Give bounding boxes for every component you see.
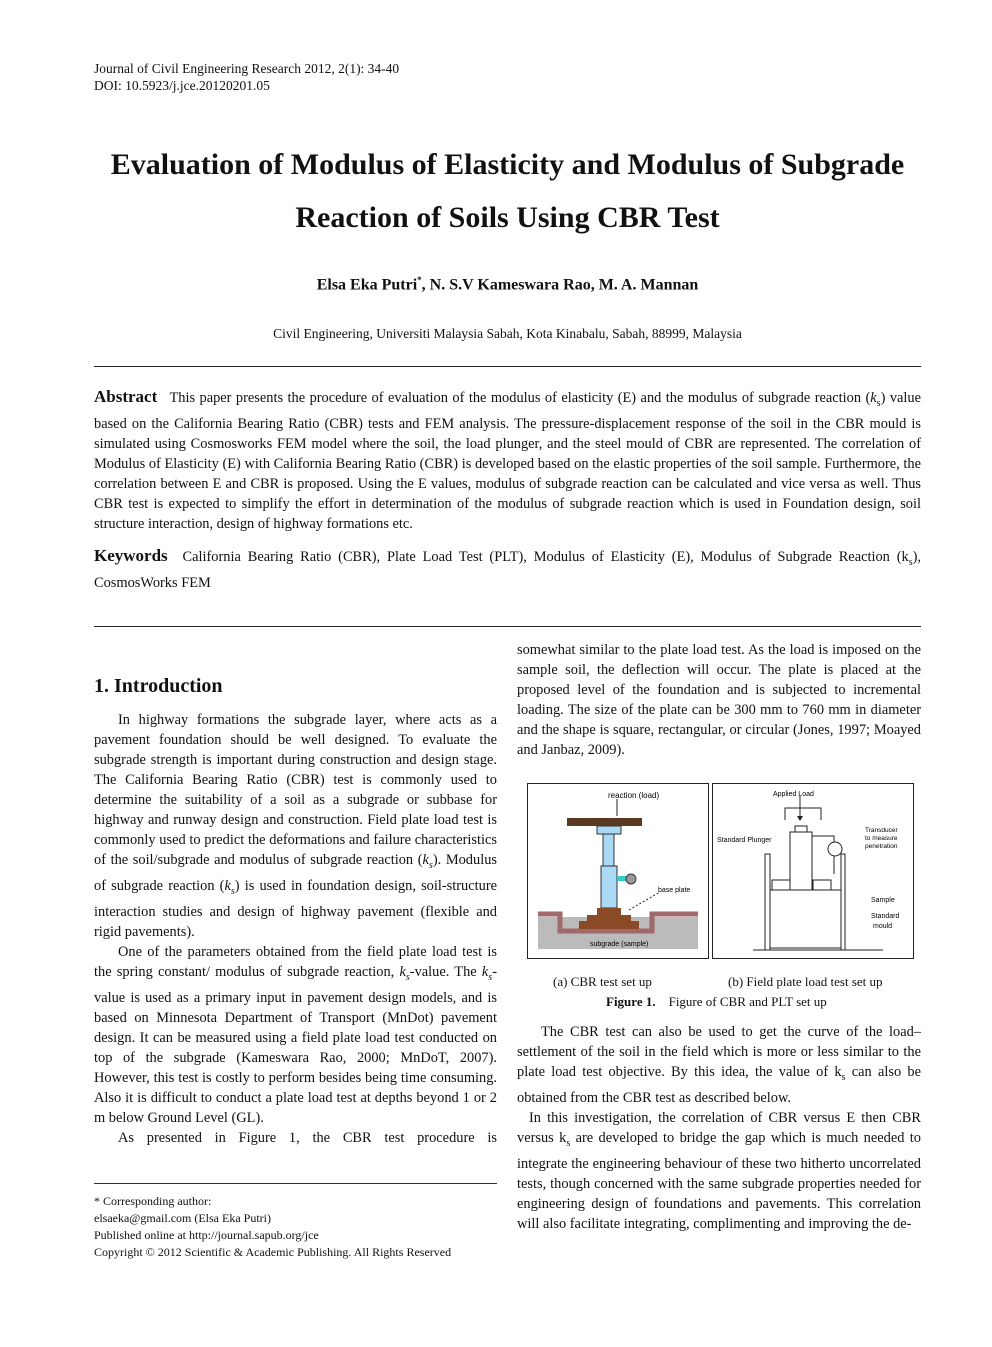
text-run: s [488,971,493,983]
keywords-label: Keywords [94,545,168,565]
text-run: ) value based on the California Bearing … [94,390,921,532]
label-transducer: Transducer [865,827,898,834]
text-run: California Bearing Ratio (CBR), Plate Lo… [182,548,909,565]
doi: DOI: 10.5923/j.jce.20120201.05 [94,78,270,93]
label-mould: Standard [871,913,900,920]
text-run: As presented in Figure 1, the CBR test p… [118,1129,497,1146]
paragraph: As presented in Figure 1, the CBR test p… [94,1128,497,1148]
paragraph: In highway formations the subgrade layer… [94,710,497,942]
journal-header: Journal of Civil Engineering Research 20… [94,60,399,94]
corresponding-mark: * [417,275,422,285]
text-run: s [908,556,913,568]
left-column: 1. Introduction In highway formations th… [94,676,497,1148]
footnote-email[interactable]: elsaeka@gmail.com (Elsa Eka Putri) [94,1211,271,1225]
paragraph: somewhat similar to the plate load test.… [517,640,921,760]
text-run: s [841,1071,846,1083]
subcaption-b: (b) Field plate load test set up [728,974,883,989]
text-run: ). Modulus of subgrade reaction ( [94,852,497,894]
figure-1: reaction (load) base plate subgrade (sam… [527,783,919,961]
paper-title: Evaluation of Modulus of Elasticity and … [110,148,905,234]
authors: Elsa Eka Putri*, N. S.V Kameswara Rao, M… [0,275,992,294]
author-rest: , N. S.V Kameswara Rao, M. A. Mannan [421,276,699,294]
text-run: This paper presents the procedure of eva… [169,390,871,406]
cbr-setup-drawing: reaction (load) base plate subgrade (sam… [538,791,698,949]
text-run: k [481,963,489,980]
text-run: In this investigation, the correlation o… [517,1109,921,1146]
divider [94,366,921,367]
section-heading: 1. Introduction [94,675,223,697]
label-applied-load: Applied Load [773,791,814,798]
label-subgrade: subgrade (sample) [590,941,648,948]
footnote-copyright: Copyright © 2012 Scientific & Academic P… [94,1245,452,1259]
figure-cbr-setup: reaction (load) base plate subgrade (sam… [527,783,709,959]
label-plate: base plate [658,887,690,894]
text-run: k [224,877,231,894]
text-run: are developed to bridge the gap which is… [517,1129,921,1232]
label-plunger: Standard Plunger [717,837,772,844]
keywords: Keywords California Bearing Ratio (CBR),… [94,546,921,593]
text-run: s [566,1137,571,1149]
label-transducer: penetration [865,843,898,850]
journal-citation: Journal of Civil Engineering Research 20… [94,61,400,76]
text-run: k [870,390,877,406]
subcaption-a: (a) CBR test set up [553,974,652,989]
text-run: ), CosmosWorks FEM [94,548,921,591]
label-sample: Sample [871,897,895,904]
footnote-line: * Corresponding author: [94,1194,212,1208]
footnote: * Corresponding author: elsaeka@gmail.co… [94,1193,451,1261]
text-run: One of the parameters obtained from the … [94,943,497,980]
text-run: can also be obtained from the CBR test a… [517,1064,922,1106]
text-run: ) is used in foundation design, soil-str… [94,877,497,940]
label-reaction: reaction (load) [608,791,659,800]
text-run: s [230,885,235,897]
text-run: In highway formations the subgrade layer… [94,712,497,868]
label-mould: mould [873,923,892,930]
right-column-lower: The CBR test can also be used to get the… [517,1022,921,1234]
footnote-rule [94,1183,497,1184]
divider [94,626,921,627]
text-run: s [428,859,433,871]
figure-caption-text: Figure of CBR and PLT set up [668,994,827,1009]
right-column: somewhat similar to the plate load test.… [517,640,921,760]
paragraph: The CBR test can also be used to get the… [517,1022,921,1108]
footnote-line: Published online at http://journal.sapub… [94,1228,319,1242]
affiliation: Civil Engineering, Universiti Malaysia S… [273,326,742,341]
abstract-label: Abstract [94,387,158,406]
figure-plt-setup: Applied Load Standard Plunger Transducer… [712,783,914,959]
text-run: The CBR test can also be used to get the… [517,1024,921,1080]
author-first: Elsa Eka Putri [316,276,418,294]
plt-setup-drawing: Applied Load Standard Plunger Transducer… [717,791,900,951]
label-transducer: to measure [865,835,898,842]
text-run: s [876,397,881,409]
text-run: k [422,852,429,868]
text-run: k [399,963,406,980]
text-run: -value is used as a primary input in pav… [94,963,497,1126]
abstract-text: This paper presents the procedure of eva… [94,390,921,532]
figure-label: Figure 1. [606,994,656,1009]
paragraph: In this investigation, the correlation o… [517,1108,921,1234]
abstract: Abstract This paper presents the procedu… [94,387,921,593]
figure-caption: Figure 1. Figure of CBR and PLT set up [606,994,827,1010]
paragraph: One of the parameters obtained from the … [94,942,497,1128]
text-run: -value. The [409,963,482,980]
text-run: somewhat similar to the plate load test.… [517,642,921,758]
text-run: s [405,971,410,983]
keywords-text: California Bearing Ratio (CBR), Plate Lo… [94,549,921,591]
